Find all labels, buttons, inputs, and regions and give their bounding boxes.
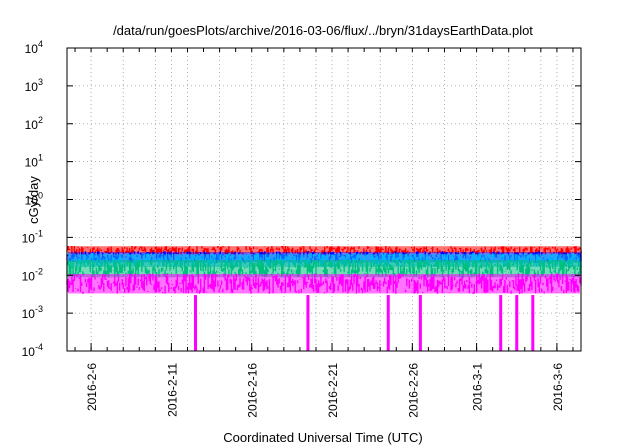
y-tick-label: 104 (25, 39, 43, 56)
x-tick-label: 2016-2-16 (246, 363, 260, 418)
series (66, 259, 582, 278)
chart-title: /data/run/goesPlots/archive/2016-03-06/f… (113, 23, 533, 38)
y-tick-label: 10-3 (22, 304, 43, 321)
x-tick-label: 2016-2-21 (326, 363, 340, 418)
y-tick-label: 10-1 (22, 228, 43, 245)
series-dropout (418, 295, 422, 351)
y-tick-label: 10-4 (22, 342, 43, 359)
y-tick-label: 102 (25, 115, 43, 132)
y-tick-label: 10-2 (22, 266, 43, 283)
y-tick-label: 103 (25, 77, 43, 94)
x-tick-label: 2016-3-6 (551, 363, 565, 411)
series-dropout (386, 295, 390, 351)
grid (67, 48, 581, 351)
y-ticks: 10-4 10-3 10-2 10-1 100 101 102 103 104 (22, 39, 581, 359)
series-fill (68, 273, 580, 294)
series-dropout (499, 295, 503, 351)
series-fill (68, 246, 580, 254)
series-dropout (306, 295, 310, 351)
y-axis-label: cGy/day (26, 176, 41, 224)
y-tick-label: 100 (25, 191, 43, 208)
x-axis-label: Coordinated Universal Time (UTC) (223, 430, 422, 445)
x-tick-label: 2016-2-6 (85, 363, 99, 411)
x-tick-label: 2016-2-11 (165, 363, 179, 417)
y-tick-label: 101 (25, 153, 43, 170)
x-tick-label: 2016-2-26 (406, 363, 420, 418)
plot-area (66, 246, 582, 351)
x-ticks: 2016-2-6 2016-2-11 2016-2-16 2016-2-21 2016-… (74, 48, 574, 418)
series (66, 273, 582, 351)
series-dropout (515, 295, 519, 351)
series-fill (68, 260, 580, 278)
x-tick-label: 2016-3-1 (471, 363, 485, 411)
series-dropout (194, 295, 197, 351)
series-dropout (531, 295, 535, 351)
